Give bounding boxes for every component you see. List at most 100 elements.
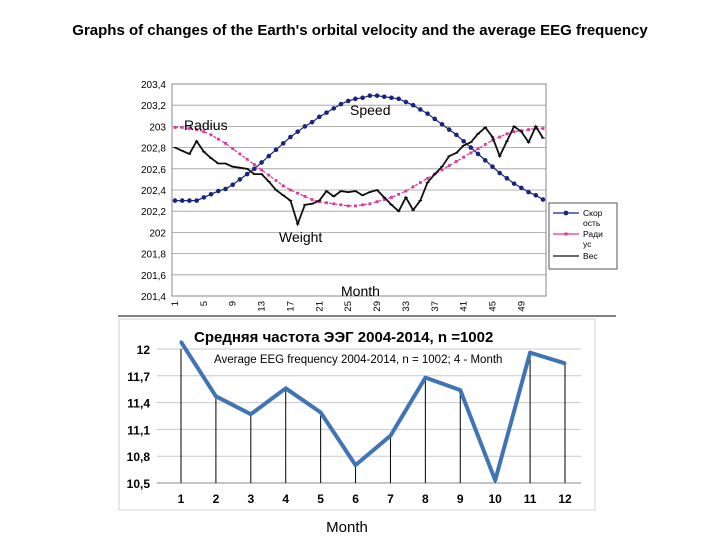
orbital-y-tick-label: 201,8 — [141, 250, 166, 261]
eeg-x-tick-label: 8 — [422, 492, 429, 506]
speed-point — [338, 101, 344, 107]
eeg-point — [493, 478, 497, 482]
legend-label: Ради — [583, 229, 603, 239]
radius-point — [274, 179, 278, 182]
speed-point — [266, 153, 272, 159]
radius-point — [173, 126, 177, 129]
eeg-x-tick-labels: 1 2 3 4 5 6 7 8 9 10 11 12 — [178, 492, 572, 506]
speed-point — [439, 121, 445, 127]
orbital-x-tick-labels: 1 5 9 13 17 21 25 29 33 37 41 45 49 — [170, 301, 527, 312]
eeg-point — [284, 386, 288, 390]
speed-point — [172, 198, 178, 203]
speed-point — [317, 114, 322, 120]
orbital-y-tick-label: 202,2 — [141, 207, 166, 218]
speed-point — [526, 189, 531, 195]
speed-point — [179, 198, 185, 203]
radius-point — [339, 203, 343, 207]
orbital-y-tick-label: 203,4 — [141, 80, 166, 91]
speed-point — [446, 127, 452, 132]
speed-point — [215, 188, 221, 194]
month-annotation: Month — [341, 283, 380, 299]
eeg-x-tick-label: 6 — [352, 492, 359, 506]
radius-point — [296, 191, 300, 195]
eeg-y-tick-label: 10,5 — [127, 477, 151, 491]
legend-box — [548, 202, 618, 270]
radius-point — [404, 189, 408, 193]
radius-point — [505, 132, 509, 136]
orbital-series-line-0 — [175, 95, 544, 202]
orbital-y-tick-label: 202,6 — [141, 165, 166, 176]
radius-point — [462, 155, 466, 159]
speed-point — [331, 106, 337, 111]
eeg-x-tick-label: 9 — [457, 492, 464, 506]
radius-point — [195, 128, 199, 131]
radius-point — [267, 173, 271, 177]
eeg-x-tick-label: 10 — [489, 492, 503, 506]
speed-point — [533, 193, 539, 198]
speed-point — [237, 177, 243, 182]
radius-point — [317, 200, 321, 204]
speed-point — [252, 166, 257, 172]
speed-point — [468, 145, 474, 150]
speed-point — [381, 94, 387, 100]
speed-point — [475, 151, 481, 157]
radius-point — [361, 203, 365, 207]
radius-point — [418, 181, 422, 184]
radius-point — [346, 204, 350, 208]
eeg-point — [319, 410, 323, 414]
speed-point — [490, 164, 495, 169]
radius-point — [353, 204, 357, 208]
radius-point — [252, 163, 256, 166]
eeg-x-tick-label: 7 — [387, 492, 394, 506]
speed-point — [201, 195, 207, 200]
radius-point — [541, 127, 545, 130]
speed-point — [403, 99, 409, 105]
radius-point — [527, 128, 530, 131]
eeg-x-tick-label: 5 — [317, 492, 324, 506]
radius-point — [289, 188, 292, 192]
radius-point — [411, 185, 415, 189]
eeg-point — [249, 412, 253, 416]
radius-point — [382, 198, 386, 201]
radius-point — [498, 135, 502, 139]
orbital-x-tick-label: 29 — [372, 301, 383, 312]
eeg-y-tick-label: 11,4 — [127, 397, 150, 411]
orbital-y-tick-label: 203 — [149, 122, 166, 133]
speed-point — [345, 98, 351, 104]
radius-point — [188, 127, 191, 130]
orbital-x-tick-label: 25 — [343, 301, 354, 312]
speed-point — [410, 102, 416, 108]
speed-point — [418, 107, 423, 112]
radius-point — [216, 137, 220, 141]
radius-point — [303, 194, 307, 198]
orbital-x-tick-label: 5 — [199, 301, 210, 306]
legend-label: ость — [583, 218, 601, 228]
orbital-x-tick-label: 17 — [285, 301, 296, 312]
orbital-y-tick-label: 202 — [149, 228, 166, 239]
speed-point — [389, 95, 394, 101]
speed-point — [367, 93, 373, 98]
legend-label: ус — [583, 239, 592, 249]
eeg-series-group — [179, 340, 567, 483]
eeg-chart-frame — [118, 318, 596, 511]
eeg-point — [423, 376, 427, 380]
legend-marker — [563, 210, 569, 216]
speed-point — [461, 138, 466, 144]
speed-point — [288, 134, 293, 140]
speed-point — [194, 198, 199, 203]
eeg-x-tick-label: 11 — [524, 492, 537, 506]
speed-point — [482, 158, 488, 163]
eeg-point — [458, 388, 462, 392]
orbital-series-line-2 — [174, 124, 544, 227]
eeg-point — [354, 463, 358, 467]
radius-point — [375, 200, 379, 204]
speed-point — [353, 96, 358, 102]
speed-point — [208, 191, 214, 197]
speed-point — [454, 132, 459, 138]
eeg-y-tick-label: 10,8 — [127, 450, 151, 464]
eeg-y-tick-label: 11,7 — [127, 370, 150, 384]
radius-point — [455, 159, 458, 163]
eeg-x-tick-label: 4 — [282, 492, 289, 506]
orbital-x-tick-label: 13 — [257, 301, 268, 312]
